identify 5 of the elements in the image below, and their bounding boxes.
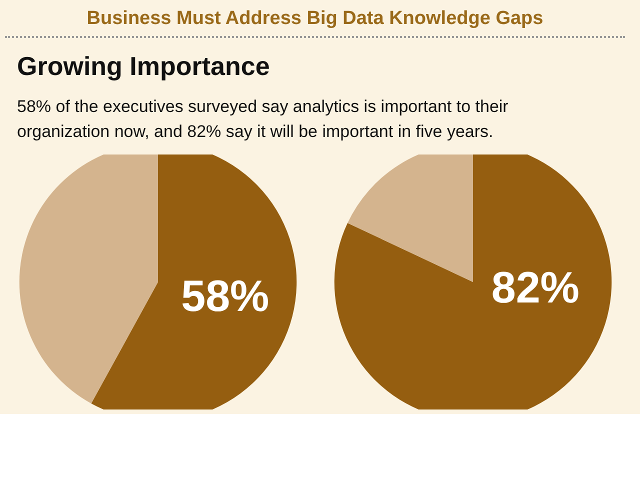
data-label: 58% [181,272,270,321]
data-label: 82% [491,263,580,312]
chart-title: Business Must Address Big Data Knowledge Gaps [5,5,625,38]
chart-subtitle: Growing Importance [16,50,270,84]
text: 58% of the executives surveyed say analytics is important to their organization now, and 82% say it will be important in five years. [16,96,510,143]
